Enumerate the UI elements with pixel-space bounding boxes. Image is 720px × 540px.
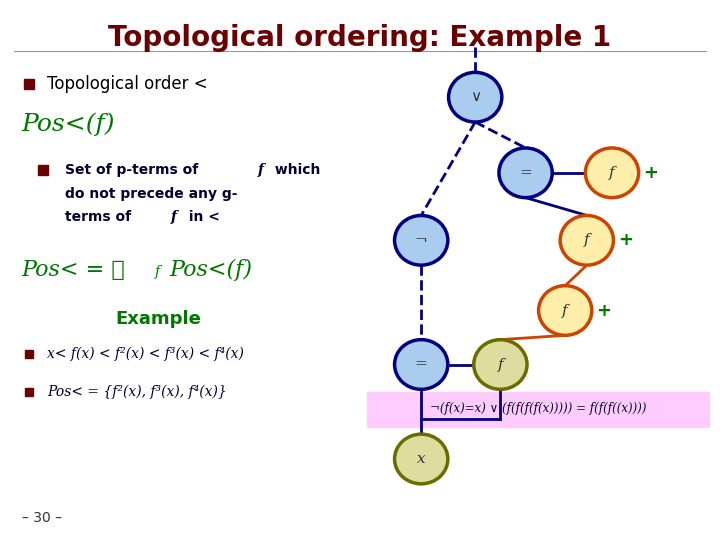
Text: =: = [415,357,428,372]
Text: f: f [171,210,176,224]
Text: Pos< = ⋃: Pos< = ⋃ [22,259,125,281]
Text: – 30 –: – 30 – [22,511,62,525]
Text: =: = [519,166,532,180]
Text: ¬(f(x)=x) ∨ (f(f(f(f(x))))) = f(f(f((x)))): ¬(f(x)=x) ∨ (f(f(f(f(x))))) = f(f(f((x))… [431,402,647,415]
Ellipse shape [395,340,448,389]
Text: do not precede any g-: do not precede any g- [65,187,238,201]
Text: f: f [562,303,568,318]
Ellipse shape [585,148,639,198]
Text: f: f [609,166,615,180]
Text: f: f [155,265,160,279]
Text: x< f(x) < f²(x) < f³(x) < f⁴(x): x< f(x) < f²(x) < f³(x) < f⁴(x) [47,347,243,361]
Ellipse shape [395,215,448,265]
Ellipse shape [395,434,448,484]
Text: which: which [270,163,320,177]
Text: Set of p-terms of: Set of p-terms of [65,163,203,177]
Text: f: f [584,233,590,247]
Text: f: f [498,357,503,372]
Text: +: + [618,231,633,249]
Ellipse shape [539,286,592,335]
Ellipse shape [474,340,527,389]
Text: x: x [417,452,426,466]
Text: Pos< = {f²(x), f³(x), f⁴(x)}: Pos< = {f²(x), f³(x), f⁴(x)} [47,384,227,399]
Text: ∨: ∨ [469,90,481,104]
Ellipse shape [560,215,613,265]
Text: +: + [596,301,611,320]
Text: Topological ordering: Example 1: Topological ordering: Example 1 [109,24,611,52]
Ellipse shape [449,72,502,122]
Text: Topological order <: Topological order < [47,75,207,93]
Text: f: f [258,163,264,177]
Text: terms of: terms of [65,210,136,224]
Text: Pos<(f): Pos<(f) [22,112,115,136]
Text: Example: Example [115,309,202,328]
Text: ¬: ¬ [415,233,428,247]
Text: +: + [643,164,658,182]
FancyBboxPatch shape [367,392,709,427]
Text: in <: in < [184,210,220,224]
Ellipse shape [499,148,552,198]
Text: Pos<(f): Pos<(f) [169,259,252,281]
